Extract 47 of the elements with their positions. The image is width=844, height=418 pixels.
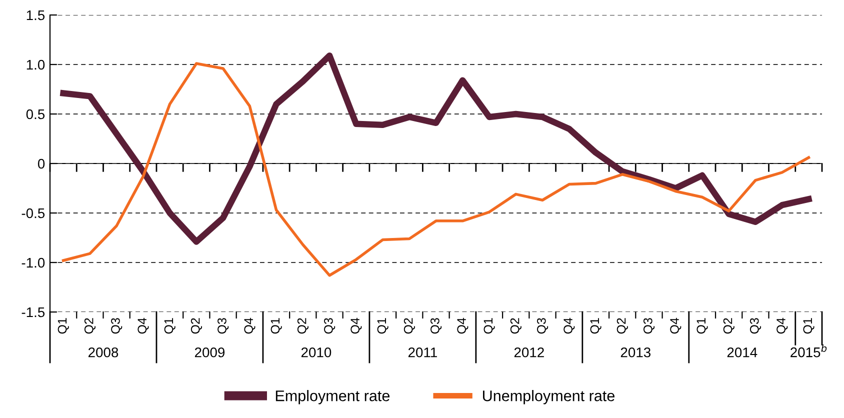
text: 2009 [194,347,225,358]
text: 2015$^{b}$ [790,344,827,358]
x-tick-label: Q3 [430,318,442,334]
x-tick-label: Q4 [457,318,468,334]
x-tick-label: Q1 [484,318,495,334]
x-tick-label: Q1 [590,318,602,334]
x-tick-label: Q4 [350,318,362,334]
y-tick-label: -1.5 [22,307,45,318]
x-tick-label: Q4 [776,318,788,334]
x-tick-label: Q3 [643,318,655,334]
x-tick-label: Q2 [190,318,202,334]
x-tick-label: Q3 [750,318,762,334]
x-tick-label: Q2 [616,318,628,334]
line-series [62,62,810,277]
x-tick-label: Q1 [270,318,282,334]
y-tick-label: 0.5 [26,109,45,120]
x-tick-label: Q3 [324,318,336,334]
x-tick-label: Q4 [564,318,575,334]
x-tick-label: Q3 [111,318,122,334]
y-tick-label: 0 [38,158,45,169]
legend-label: Unemployment rate [483,390,614,404]
x-tick-label: Q4 [138,318,149,334]
x-tick-label: Q1 [696,318,708,334]
x-tick-label: Q2 [510,318,522,334]
x-tick-label: Q1 [164,318,176,334]
x-tick-label: Q2 [723,318,734,334]
text: 2013 [620,347,650,358]
y-tick-label: 1.5 [26,10,45,20]
x-tick-label: Q4 [244,318,256,334]
x-tick-label: Q2 [404,318,415,334]
x-tick-label: Q3 [536,318,548,334]
text: 2014 [727,347,758,358]
x-tick-label: Q2 [84,318,96,334]
y-tick-label: -1.0 [22,258,45,268]
text: 2010 [301,347,332,358]
x-tick-label: Q3 [218,318,229,334]
x-tick-label: Q1 [803,318,814,334]
x-tick-label: Q1 [377,318,388,334]
text: 2012 [514,347,544,358]
text: 2011 [408,347,437,358]
legend-label: Employment rate [276,390,390,404]
x-tick-label: Q4 [670,318,682,334]
y-tick-label: 1.0 [26,60,45,70]
x-tick-label: Q1 [58,318,69,334]
y-tick-label: -0.5 [22,208,45,218]
text: 2008 [88,347,118,358]
x-tick-label: Q2 [297,318,308,334]
